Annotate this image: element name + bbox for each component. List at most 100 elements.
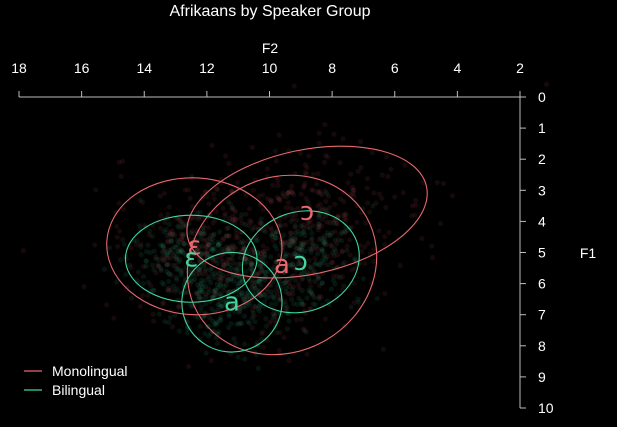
data-point: [204, 255, 210, 261]
data-point: [269, 198, 275, 204]
data-point: [315, 171, 321, 177]
data-point: [250, 226, 256, 232]
data-point: [184, 330, 190, 336]
data-point: [300, 222, 307, 228]
data-point: [307, 278, 313, 285]
data-point: [287, 262, 293, 268]
data-point: [226, 313, 232, 319]
data-point: [205, 273, 211, 279]
data-point: [199, 277, 205, 283]
data-point: [261, 292, 267, 298]
data-point: [284, 277, 290, 283]
data-point: [293, 235, 299, 241]
data-point: [281, 232, 287, 238]
data-point: [217, 240, 223, 246]
data-point: [328, 286, 334, 292]
data-point: [314, 189, 321, 195]
data-point: [268, 301, 274, 308]
data-point: [177, 218, 183, 224]
data-point: [150, 318, 157, 324]
data-point: [262, 269, 269, 275]
data-point: [215, 240, 221, 246]
data-point: [200, 284, 206, 290]
data-point: [339, 274, 346, 280]
y-tick-label: 7: [538, 307, 546, 323]
data-point: [291, 264, 297, 271]
data-point: [300, 275, 306, 281]
data-point: [307, 265, 314, 271]
data-point: [344, 243, 350, 249]
data-point: [290, 238, 296, 245]
data-point: [201, 314, 207, 320]
data-point: [216, 242, 222, 248]
data-point: [215, 285, 221, 291]
data-point: [217, 314, 224, 320]
data-point: [171, 244, 177, 250]
data-point: [168, 236, 174, 242]
data-point: [287, 243, 293, 249]
data-point: [198, 280, 204, 286]
data-point: [246, 222, 252, 228]
data-point: [180, 222, 186, 228]
data-point: [173, 266, 180, 273]
data-point: [187, 301, 193, 308]
data-point: [271, 264, 277, 270]
data-point: [211, 231, 217, 237]
data-point: [231, 260, 237, 266]
data-point: [187, 277, 193, 283]
data-point: [334, 220, 340, 227]
data-point: [178, 247, 185, 253]
data-point: [337, 160, 343, 166]
data-point: [166, 221, 172, 227]
data-point: [234, 179, 241, 185]
data-point: [234, 230, 240, 237]
data-point: [182, 289, 188, 296]
y-axis-label: F1: [580, 245, 597, 261]
data-point: [310, 222, 316, 229]
data-point: [268, 199, 274, 205]
data-point: [137, 303, 144, 309]
x-tick-label: 2: [516, 60, 524, 76]
data-point: [323, 198, 329, 204]
data-point: [189, 257, 195, 264]
data-point: [276, 196, 283, 202]
data-point: [203, 245, 209, 251]
data-point: [205, 224, 211, 231]
data-point: [321, 251, 328, 258]
y-tick-label: 3: [538, 182, 546, 198]
data-point: [246, 250, 252, 256]
data-point: [302, 232, 308, 238]
data-point: [254, 237, 260, 243]
data-point: [256, 278, 263, 284]
data-point: [217, 317, 224, 324]
data-point: [191, 231, 197, 237]
data-point: [296, 281, 302, 287]
data-point: [165, 250, 171, 256]
data-point: [175, 237, 181, 243]
data-point: [177, 246, 183, 253]
data-point: [334, 240, 340, 247]
data-point: [331, 131, 337, 137]
data-point: [242, 256, 248, 262]
data-point: [140, 274, 147, 280]
data-point: [264, 166, 271, 172]
data-point: [310, 240, 316, 246]
data-point: [366, 209, 373, 215]
data-point: [290, 239, 296, 245]
data-point: [347, 237, 353, 243]
data-point: [344, 247, 350, 254]
data-point: [236, 266, 242, 272]
data-point: [181, 240, 187, 247]
data-point: [211, 245, 217, 251]
data-point: [257, 277, 263, 283]
data-point: [376, 228, 382, 234]
data-point: [236, 309, 242, 316]
data-point: [320, 260, 326, 266]
data-point: [221, 287, 227, 293]
legend-label-bilingual: Bilingual: [52, 382, 105, 398]
data-point: [135, 280, 141, 286]
data-point: [332, 237, 338, 243]
data-point: [289, 261, 295, 267]
data-point: [309, 292, 315, 298]
data-point: [315, 203, 321, 209]
